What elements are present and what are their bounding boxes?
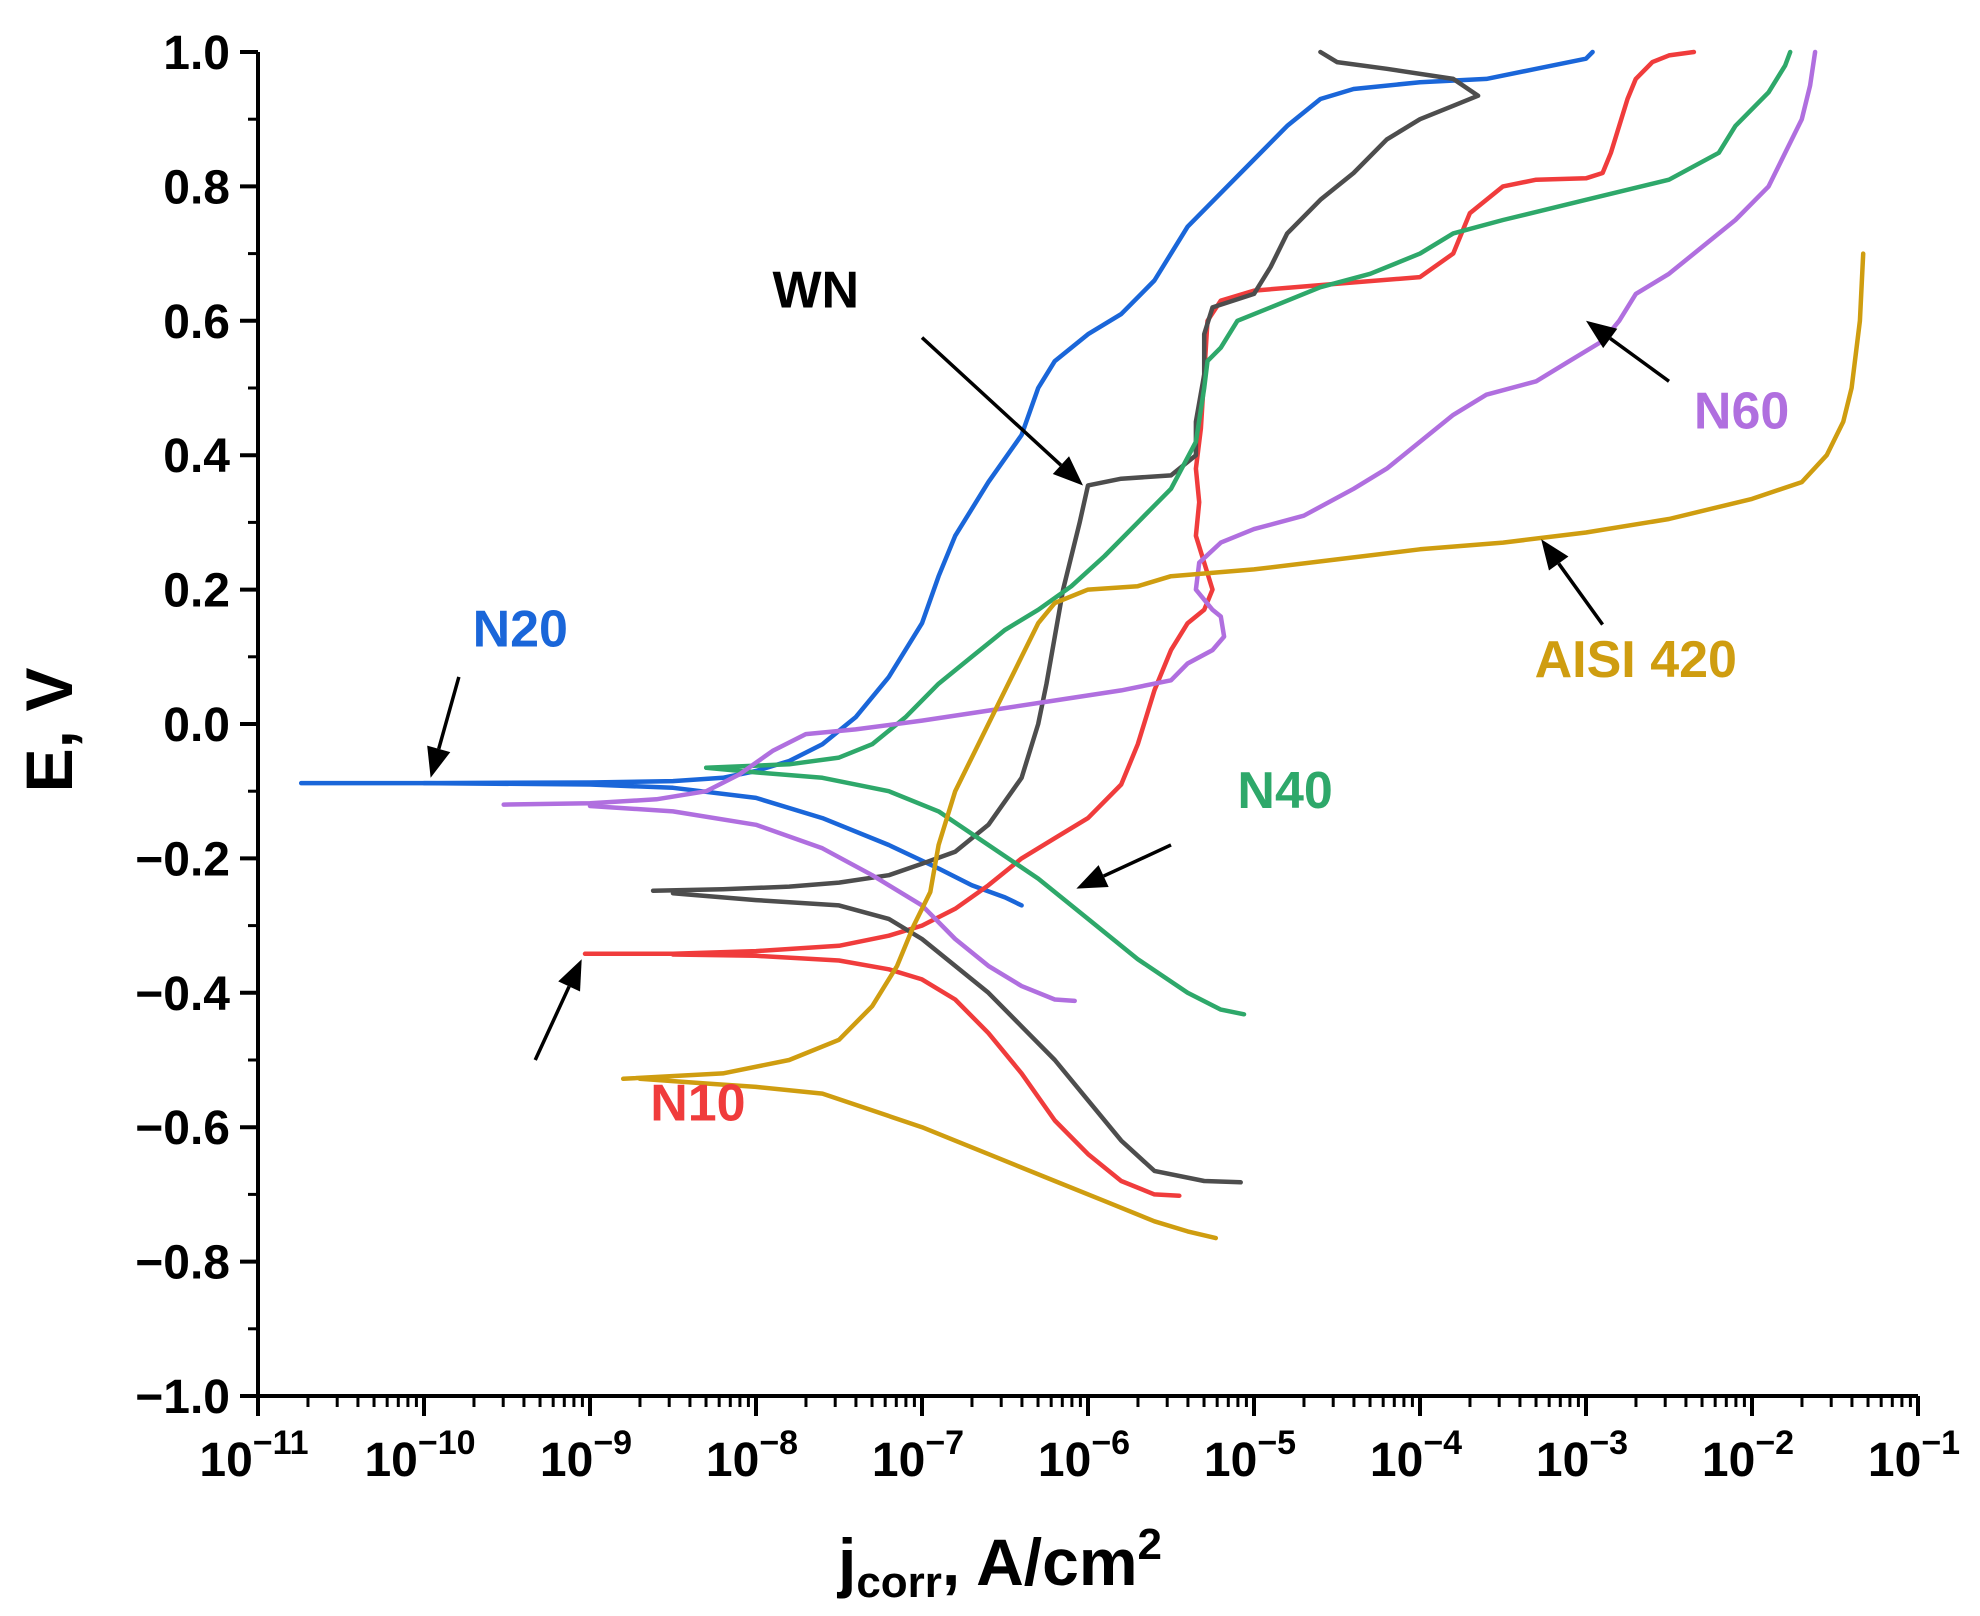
arrow-wn-head bbox=[1052, 456, 1084, 486]
series-wn-cathodic bbox=[670, 891, 1243, 1185]
x-tick-label: 10−3 bbox=[1536, 1424, 1628, 1487]
x-tick-base: 10 bbox=[1038, 1434, 1091, 1487]
series-aisi-420-cathodic bbox=[637, 1076, 1219, 1241]
arrow-n60-shaft bbox=[1609, 337, 1671, 383]
x-tick-base: 10 bbox=[540, 1434, 593, 1487]
x-axis-title-unit: , A/cm bbox=[942, 1525, 1138, 1599]
arrow-n10-head bbox=[558, 959, 582, 992]
x-tick-exponent: −2 bbox=[1755, 1424, 1794, 1462]
y-tick-label: 1.0 bbox=[163, 27, 230, 80]
x-tick-exponent: −5 bbox=[1257, 1424, 1296, 1462]
arrow-aisi-420-shaft bbox=[1557, 562, 1605, 626]
x-tick-base: 10 bbox=[706, 1434, 759, 1487]
label-n10: N10 bbox=[650, 1074, 745, 1132]
x-axis-title: jcorr, A/cm2 bbox=[836, 1520, 1162, 1607]
series-aisi-420-anodic bbox=[620, 251, 1866, 1082]
arrow-n20-head bbox=[427, 745, 451, 778]
x-tick-label: 10−9 bbox=[540, 1424, 632, 1487]
arrow-wn-shaft bbox=[920, 336, 1063, 467]
arrow-n60-head bbox=[1586, 320, 1618, 349]
label-aisi-420: AISI 420 bbox=[1535, 631, 1737, 689]
x-axis-title-sup: 2 bbox=[1138, 1520, 1162, 1569]
label-n20: N20 bbox=[473, 601, 568, 659]
x-tick-base: 10 bbox=[1536, 1434, 1589, 1487]
y-tick-label: −1.0 bbox=[135, 1371, 230, 1424]
x-tick-exponent: −11 bbox=[253, 1424, 309, 1462]
y-tick-label: 0.4 bbox=[163, 430, 230, 483]
arrow-n40-shaft bbox=[1102, 843, 1172, 878]
x-tick-label: 10−4 bbox=[1370, 1424, 1462, 1487]
x-tick-base: 10 bbox=[199, 1434, 252, 1487]
x-tick-label: 10−5 bbox=[1204, 1424, 1296, 1487]
series-n20-anodic bbox=[298, 49, 1595, 786]
y-tick-label: 0.6 bbox=[163, 296, 230, 349]
x-tick-exponent: −4 bbox=[1423, 1424, 1462, 1462]
x-tick-base: 10 bbox=[1868, 1434, 1921, 1487]
x-tick-label: 10−10 bbox=[364, 1424, 475, 1487]
x-tick-label: 10−11 bbox=[199, 1424, 308, 1487]
series-n10-cathodic bbox=[670, 952, 1182, 1198]
series-n20-cathodic bbox=[421, 780, 1024, 908]
y-tick-label: −0.4 bbox=[135, 968, 230, 1021]
x-axis-title-main: j bbox=[836, 1525, 856, 1599]
x-tick-base: 10 bbox=[872, 1434, 925, 1487]
x-tick-exponent: −7 bbox=[925, 1424, 964, 1462]
x-tick-label: 10−8 bbox=[706, 1424, 798, 1487]
x-tick-base: 10 bbox=[1204, 1434, 1257, 1487]
x-tick-exponent: −1 bbox=[1921, 1424, 1960, 1462]
x-axis-title-sub: corr bbox=[856, 1558, 942, 1607]
x-tick-label: 10−1 bbox=[1868, 1424, 1960, 1487]
series-n40-cathodic bbox=[703, 765, 1247, 1017]
series-layer bbox=[298, 49, 1866, 1241]
arrow-n10-shaft bbox=[533, 985, 571, 1061]
series-n60-anodic bbox=[501, 49, 1818, 807]
x-tick-exponent: −8 bbox=[759, 1424, 798, 1462]
y-tick-label: −0.2 bbox=[135, 833, 230, 886]
y-tick-label: −0.8 bbox=[135, 1237, 230, 1290]
annotation-layer: N20 WN N40 N10 N60 AISI 420 bbox=[427, 261, 1789, 1132]
label-wn: WN bbox=[772, 261, 859, 319]
x-tick-label: 10−2 bbox=[1702, 1424, 1794, 1487]
label-n40: N40 bbox=[1237, 762, 1332, 820]
x-tick-base: 10 bbox=[1702, 1434, 1755, 1487]
arrow-n40-head bbox=[1076, 865, 1109, 889]
axes-layer: 1.00.80.60.40.20.0−0.2−0.4−0.6−0.8−1.010… bbox=[135, 27, 1960, 1487]
y-axis-title: E, V bbox=[12, 668, 86, 793]
x-tick-base: 10 bbox=[1370, 1434, 1423, 1487]
x-tick-exponent: −9 bbox=[593, 1424, 632, 1462]
series-wn-anodic bbox=[650, 49, 1481, 893]
x-tick-exponent: −3 bbox=[1589, 1424, 1628, 1462]
x-tick-base: 10 bbox=[364, 1434, 417, 1487]
label-n60: N60 bbox=[1694, 382, 1789, 440]
arrow-n20-shaft bbox=[437, 676, 461, 750]
arrow-aisi-420-head bbox=[1541, 539, 1569, 571]
y-tick-label: −0.6 bbox=[135, 1102, 230, 1155]
series-n10-anodic bbox=[582, 49, 1697, 957]
y-tick-label: 0.8 bbox=[163, 161, 230, 214]
x-tick-exponent: −6 bbox=[1091, 1424, 1130, 1462]
x-tick-label: 10−6 bbox=[1038, 1424, 1130, 1487]
series-n40-anodic bbox=[703, 49, 1793, 770]
x-tick-exponent: −10 bbox=[418, 1424, 476, 1462]
y-tick-label: 0.2 bbox=[163, 565, 230, 618]
y-tick-label: 0.0 bbox=[163, 699, 230, 752]
x-tick-label: 10−7 bbox=[872, 1424, 964, 1487]
